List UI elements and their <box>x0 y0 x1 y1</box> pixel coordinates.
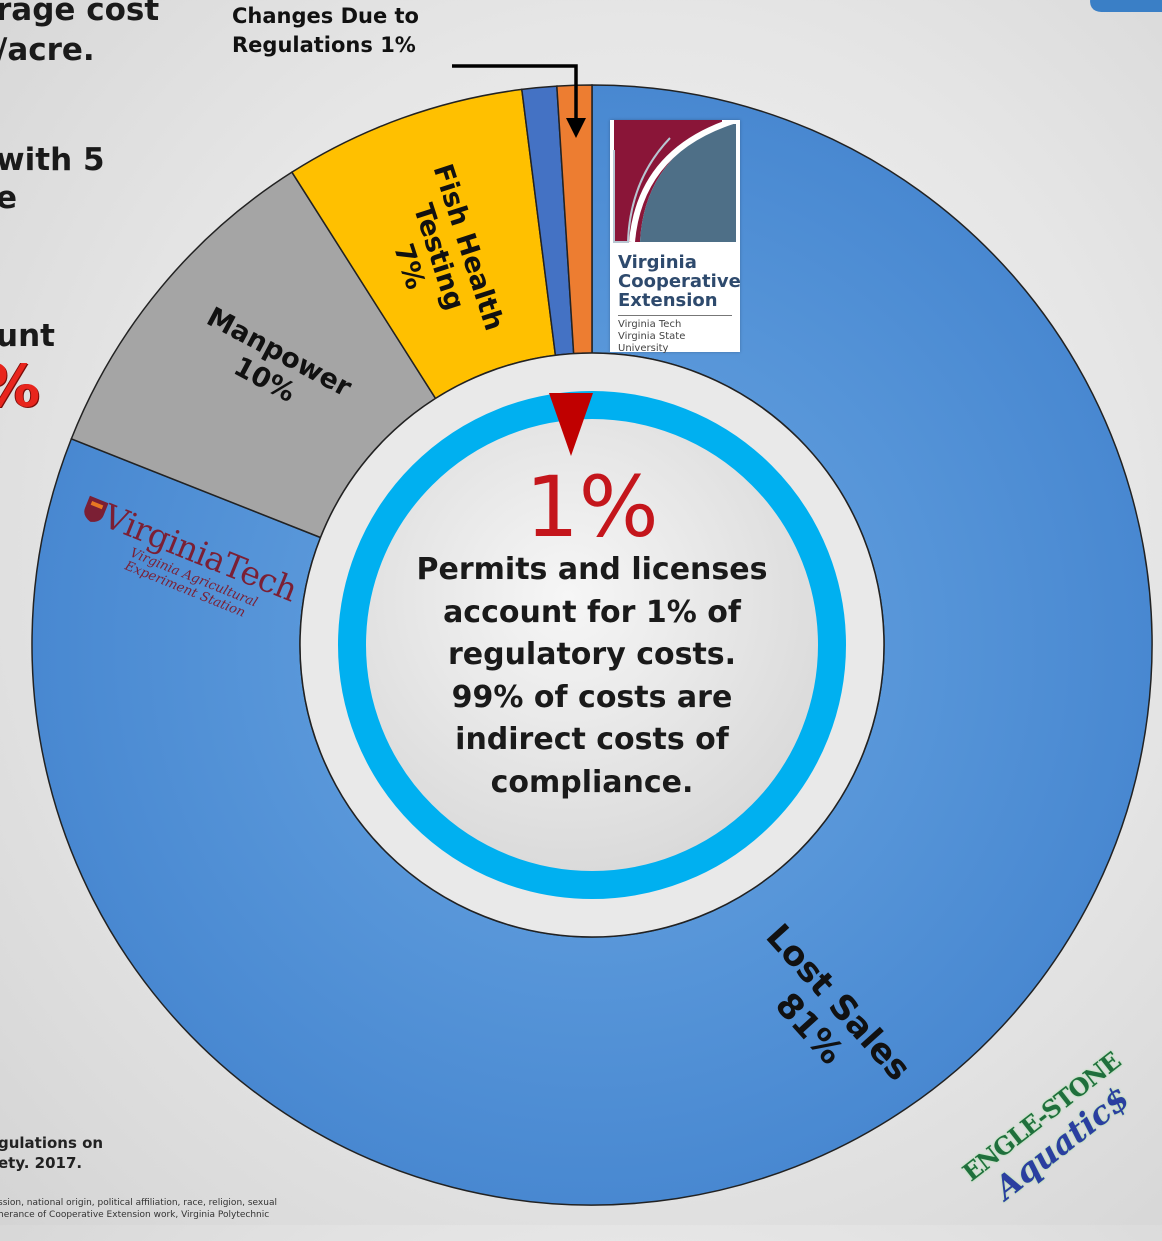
virginia-tech-logo: VirginiaTech Virginia Agricultural Exper… <box>67 488 303 635</box>
vce-title-3: Extension <box>618 289 718 311</box>
fineprint-line-1: ssion, national origin, political affili… <box>0 1198 277 1208</box>
center-line-2: account for 1% of <box>443 594 741 630</box>
center-line-5: indirect costs of <box>455 722 729 758</box>
left-red-percent: % <box>0 352 40 420</box>
vce-sub-2: Virginia State University <box>618 330 686 354</box>
center-line-4: 99% of costs are <box>451 679 733 715</box>
vt-shield-icon <box>84 495 109 522</box>
vce-logo: Virginia Cooperative Extension Virginia … <box>610 117 741 354</box>
callout-arrow-line <box>452 64 578 120</box>
callout-line-2: Regulations 1% <box>232 32 416 57</box>
center-percent: 1% <box>525 458 659 556</box>
citation-line-1: gulations on <box>0 1134 104 1152</box>
center-line-3: regulatory costs. <box>447 637 737 673</box>
citation-line-2: ety. 2017. <box>0 1154 83 1173</box>
left-text-line-3: with 5 <box>0 142 105 178</box>
decorative-banner <box>1085 0 1162 12</box>
pointer-triangle <box>549 393 593 456</box>
callout-arrowhead <box>566 118 586 138</box>
left-text-line-2: /acre. <box>0 32 95 68</box>
fineprint-line-2: herance of Cooperative Extension work, V… <box>0 1209 270 1220</box>
vce-title-1: Virginia <box>618 252 697 273</box>
fineprint: ssion, national origin, political affili… <box>0 1198 277 1221</box>
callout-label: Changes Due to Regulations 1% <box>232 2 419 60</box>
citation: gulations on ety. 2017. <box>0 1133 103 1174</box>
vce-title-2: Cooperative <box>618 270 741 292</box>
vce-logo-mark <box>613 117 737 243</box>
left-text-line-1: rage cost <box>0 0 160 28</box>
vce-sub-1: Virginia Tech <box>618 318 682 330</box>
left-text-line-5: unt <box>0 318 55 354</box>
callout-line-1: Changes Due to <box>232 4 419 28</box>
left-text-line-4: e <box>0 180 18 216</box>
center-line-1: Permits and licenses <box>416 552 768 587</box>
center-ring <box>338 391 846 899</box>
center-line-6: compliance. <box>490 764 694 800</box>
center-text-block: 1% Permits and licenses account for 1% o… <box>382 465 802 805</box>
